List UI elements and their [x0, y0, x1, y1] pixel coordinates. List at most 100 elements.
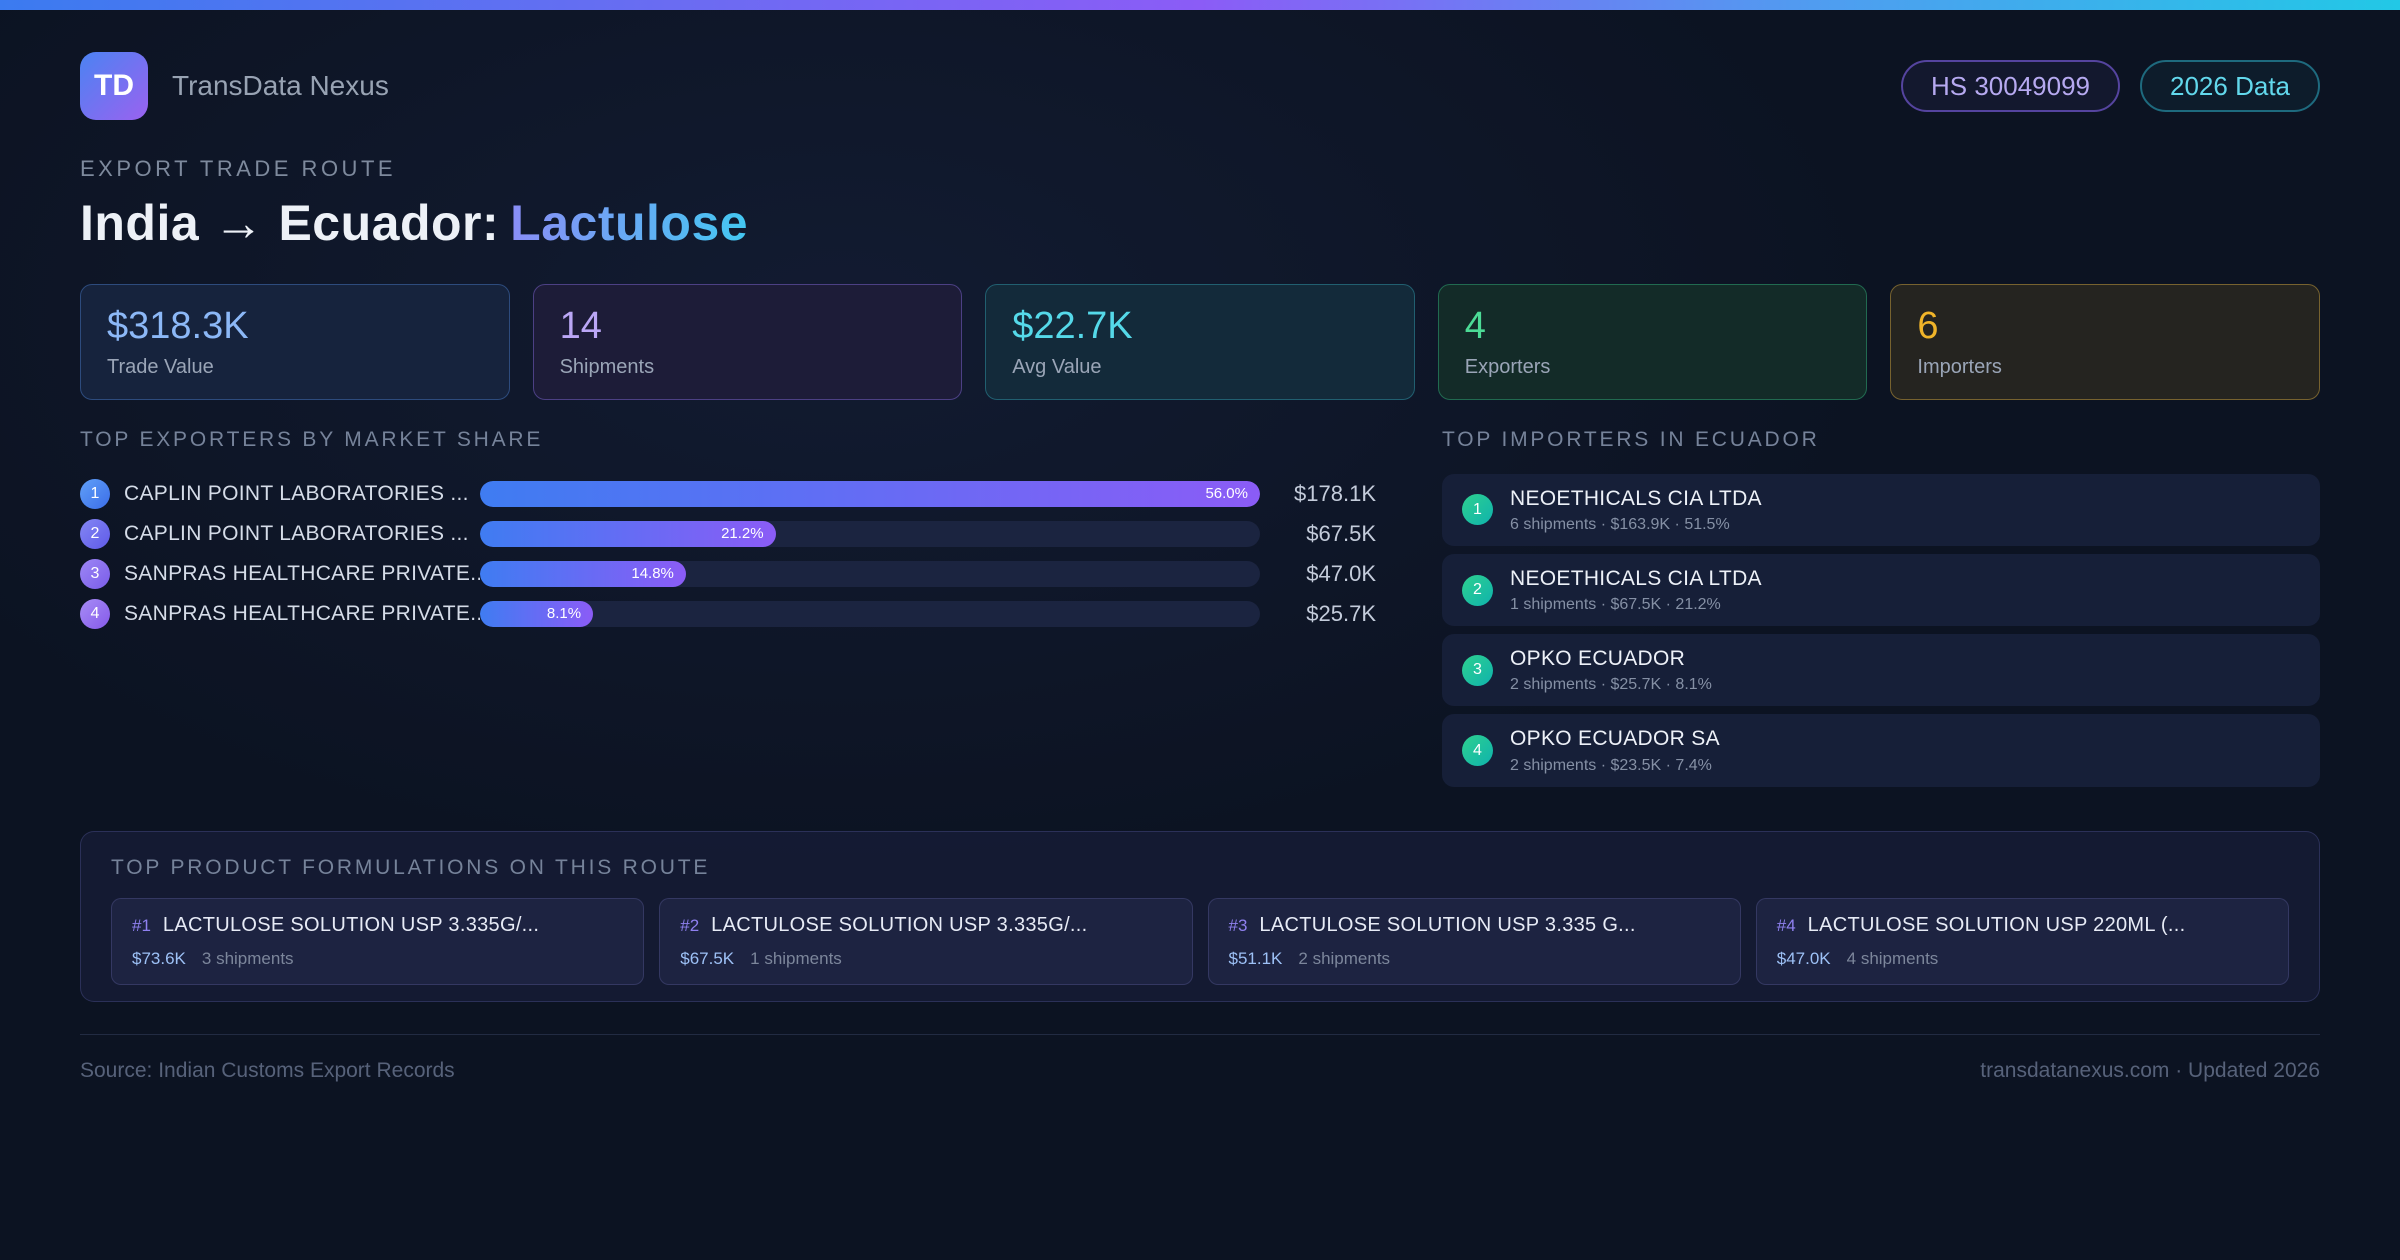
importer-info: OPKO ECUADOR 2 shipments · $25.7K · 8.1% — [1510, 646, 1712, 694]
formulation-value: $47.0K — [1776, 948, 1831, 968]
formulation-name: LACTULOSE SOLUTION USP 220ML (... — [1807, 913, 2186, 936]
stat-value: $318.3K — [107, 305, 249, 347]
market-share-bar-fill: 56.0% — [480, 480, 1260, 507]
importer-name: OPKO ECUADOR SA — [1510, 727, 1720, 751]
exporter-row: 4 SANPRAS HEALTHCARE PRIVATE... 8.1% $25… — [80, 594, 1376, 634]
product-name: Lactulose — [510, 195, 749, 251]
exporter-value: $47.0K — [1306, 560, 1376, 586]
footer-source: Source: Indian Customs Export Records — [80, 1058, 455, 1082]
formulation-card: #3 LACTULOSE SOLUTION USP 3.335 G... $51… — [1207, 897, 1741, 985]
exporter-value: $25.7K — [1306, 600, 1376, 626]
importer-info: NEOETHICALS CIA LTDA 1 shipments · $67.5… — [1510, 566, 1762, 614]
formulation-shipments: 1 shipments — [750, 948, 842, 968]
rank-badge: 1 — [80, 478, 110, 509]
formulation-shipments: 3 shipments — [201, 948, 294, 968]
stat-value: 6 — [1917, 305, 1939, 347]
market-share-bar-fill: 8.1% — [480, 600, 594, 627]
market-share-bar-track: 21.2% — [480, 520, 1260, 547]
importer-info: NEOETHICALS CIA LTDA 6 shipments · $163.… — [1510, 486, 1762, 534]
market-share-bar-track: 56.0% — [480, 480, 1260, 507]
formulation-value: $67.5K — [680, 948, 735, 968]
exporter-value: $67.5K — [1306, 520, 1376, 546]
formulation-rank: #1 — [132, 915, 151, 935]
rank-badge: 2 — [80, 518, 110, 549]
rank-badge: 2 — [1462, 574, 1493, 606]
importer-name: NEOETHICALS CIA LTDA — [1510, 566, 1762, 590]
share-percent-label: 8.1% — [546, 605, 582, 623]
stat-card-exporters: 4 Exporters — [1437, 284, 1868, 400]
share-percent-label: 21.2% — [721, 525, 764, 543]
footer-site-link[interactable]: transdatanexus.com · Updated 2026 — [1980, 1058, 2320, 1082]
stat-card-avg-value: $22.7K Avg Value — [985, 284, 1415, 400]
stat-value: 4 — [1464, 305, 1486, 347]
formulation-stats-row: $73.6K 3 shipments — [132, 949, 623, 969]
route-text: India → Ecuador: — [80, 195, 500, 251]
stat-value: 14 — [559, 305, 602, 347]
importer-info: OPKO ECUADOR SA 2 shipments · $23.5K · 7… — [1510, 726, 1720, 774]
footer: Source: Indian Customs Export Records tr… — [80, 1033, 2320, 1083]
brand-name: TransData Nexus — [172, 70, 389, 101]
formulation-card: #2 LACTULOSE SOLUTION USP 3.335G/... $67… — [659, 897, 1193, 985]
formulations-heading: TOP PRODUCT FORMULATIONS ON THIS ROUTE — [111, 855, 711, 879]
exporter-value: $178.1K — [1294, 480, 1376, 506]
data-year-badge[interactable]: 2026 Data — [2140, 60, 2320, 112]
importer-name: OPKO ECUADOR — [1510, 647, 1686, 671]
rank-badge: 1 — [1462, 494, 1493, 526]
importer-details: 2 shipments · $25.7K · 8.1% — [1510, 676, 1712, 694]
rank-badge: 4 — [1462, 735, 1493, 767]
exporter-row: 1 CAPLIN POINT LABORATORIES ... 56.0% $1… — [80, 474, 1376, 514]
formulation-rank: #3 — [1228, 915, 1248, 935]
stat-cards: $318.3K Trade Value 14 Shipments $22.7K … — [80, 284, 2320, 400]
stat-label: Importers — [1917, 355, 2002, 378]
formulation-shipments: 4 shipments — [1846, 948, 1939, 968]
page-eyebrow: EXPORT TRADE ROUTE — [80, 156, 397, 181]
exporter-name: SANPRAS HEALTHCARE PRIVATE... — [124, 601, 480, 625]
stat-value: $22.7K — [1012, 305, 1133, 347]
formulation-name: LACTULOSE SOLUTION USP 3.335 G... — [1259, 913, 1636, 936]
formulation-title-row: #3 LACTULOSE SOLUTION USP 3.335 G... — [1229, 914, 1720, 937]
formulation-stats-row: $51.1K 2 shipments — [1229, 949, 1720, 969]
stat-label: Shipments — [559, 355, 655, 378]
formulation-value: $51.1K — [1228, 948, 1283, 968]
formulation-card: #1 LACTULOSE SOLUTION USP 3.335G/... $73… — [111, 897, 645, 985]
market-share-bar-track: 8.1% — [480, 600, 1260, 627]
stat-label: Trade Value — [107, 355, 214, 378]
formulation-name: LACTULOSE SOLUTION USP 3.335G/... — [711, 913, 1088, 936]
market-share-bar-fill: 21.2% — [480, 520, 776, 547]
formulation-title-row: #4 LACTULOSE SOLUTION USP 220ML (... — [1777, 914, 2268, 937]
stat-card-shipments: 14 Shipments — [532, 284, 963, 400]
page-container: TD TransData Nexus HS 30049099 2026 Data… — [0, 10, 2400, 1083]
brand: TD TransData Nexus — [80, 52, 389, 120]
hs-code-badge[interactable]: HS 30049099 — [1900, 60, 2121, 112]
formulation-stats-row: $67.5K 1 shipments — [680, 949, 1171, 969]
formulation-rank: #4 — [1776, 915, 1796, 935]
exporter-name: CAPLIN POINT LABORATORIES ... — [124, 481, 469, 505]
formulation-title-row: #1 LACTULOSE SOLUTION USP 3.335G/... — [132, 914, 623, 937]
market-share-bar-fill: 14.8% — [480, 560, 686, 587]
exporter-name: CAPLIN POINT LABORATORIES ... — [124, 521, 469, 545]
exporter-row: 2 CAPLIN POINT LABORATORIES ... 21.2% $6… — [80, 514, 1376, 554]
formulation-title-row: #2 LACTULOSE SOLUTION USP 3.335G/... — [680, 914, 1171, 937]
top-accent-bar — [0, 0, 2400, 10]
formulation-rank: #2 — [680, 915, 700, 935]
importers-section: TOP IMPORTERS IN ECUADOR 1 NEOETHICALS C… — [1442, 428, 2320, 795]
exporters-section: TOP EXPORTERS BY MARKET SHARE 1 CAPLIN P… — [80, 428, 1376, 634]
importers-heading: TOP IMPORTERS IN ECUADOR — [1442, 427, 1820, 451]
exporter-name: SANPRAS HEALTHCARE PRIVATE... — [124, 561, 480, 585]
stat-card-trade-value: $318.3K Trade Value — [80, 284, 510, 400]
formulation-stats-row: $47.0K 4 shipments — [1777, 949, 2268, 969]
logo-td-icon: TD — [80, 52, 148, 120]
importer-item: 2 NEOETHICALS CIA LTDA 1 shipments · $67… — [1442, 553, 2320, 627]
stat-label: Avg Value — [1012, 355, 1102, 378]
importer-name: NEOETHICALS CIA LTDA — [1510, 486, 1762, 510]
exporter-row: 3 SANPRAS HEALTHCARE PRIVATE... 14.8% $4… — [80, 554, 1376, 594]
rank-badge: 3 — [1462, 654, 1493, 686]
header: TD TransData Nexus HS 30049099 2026 Data — [80, 10, 2320, 120]
rank-badge: 3 — [80, 558, 110, 589]
formulation-value: $73.6K — [132, 948, 186, 968]
formulation-cards: #1 LACTULOSE SOLUTION USP 3.335G/... $73… — [111, 897, 2289, 985]
stat-card-importers: 6 Importers — [1890, 284, 2320, 400]
importer-details: 6 shipments · $163.9K · 51.5% — [1510, 515, 1730, 533]
main-content: TOP EXPORTERS BY MARKET SHARE 1 CAPLIN P… — [80, 428, 2320, 795]
importer-details: 2 shipments · $23.5K · 7.4% — [1510, 756, 1712, 774]
